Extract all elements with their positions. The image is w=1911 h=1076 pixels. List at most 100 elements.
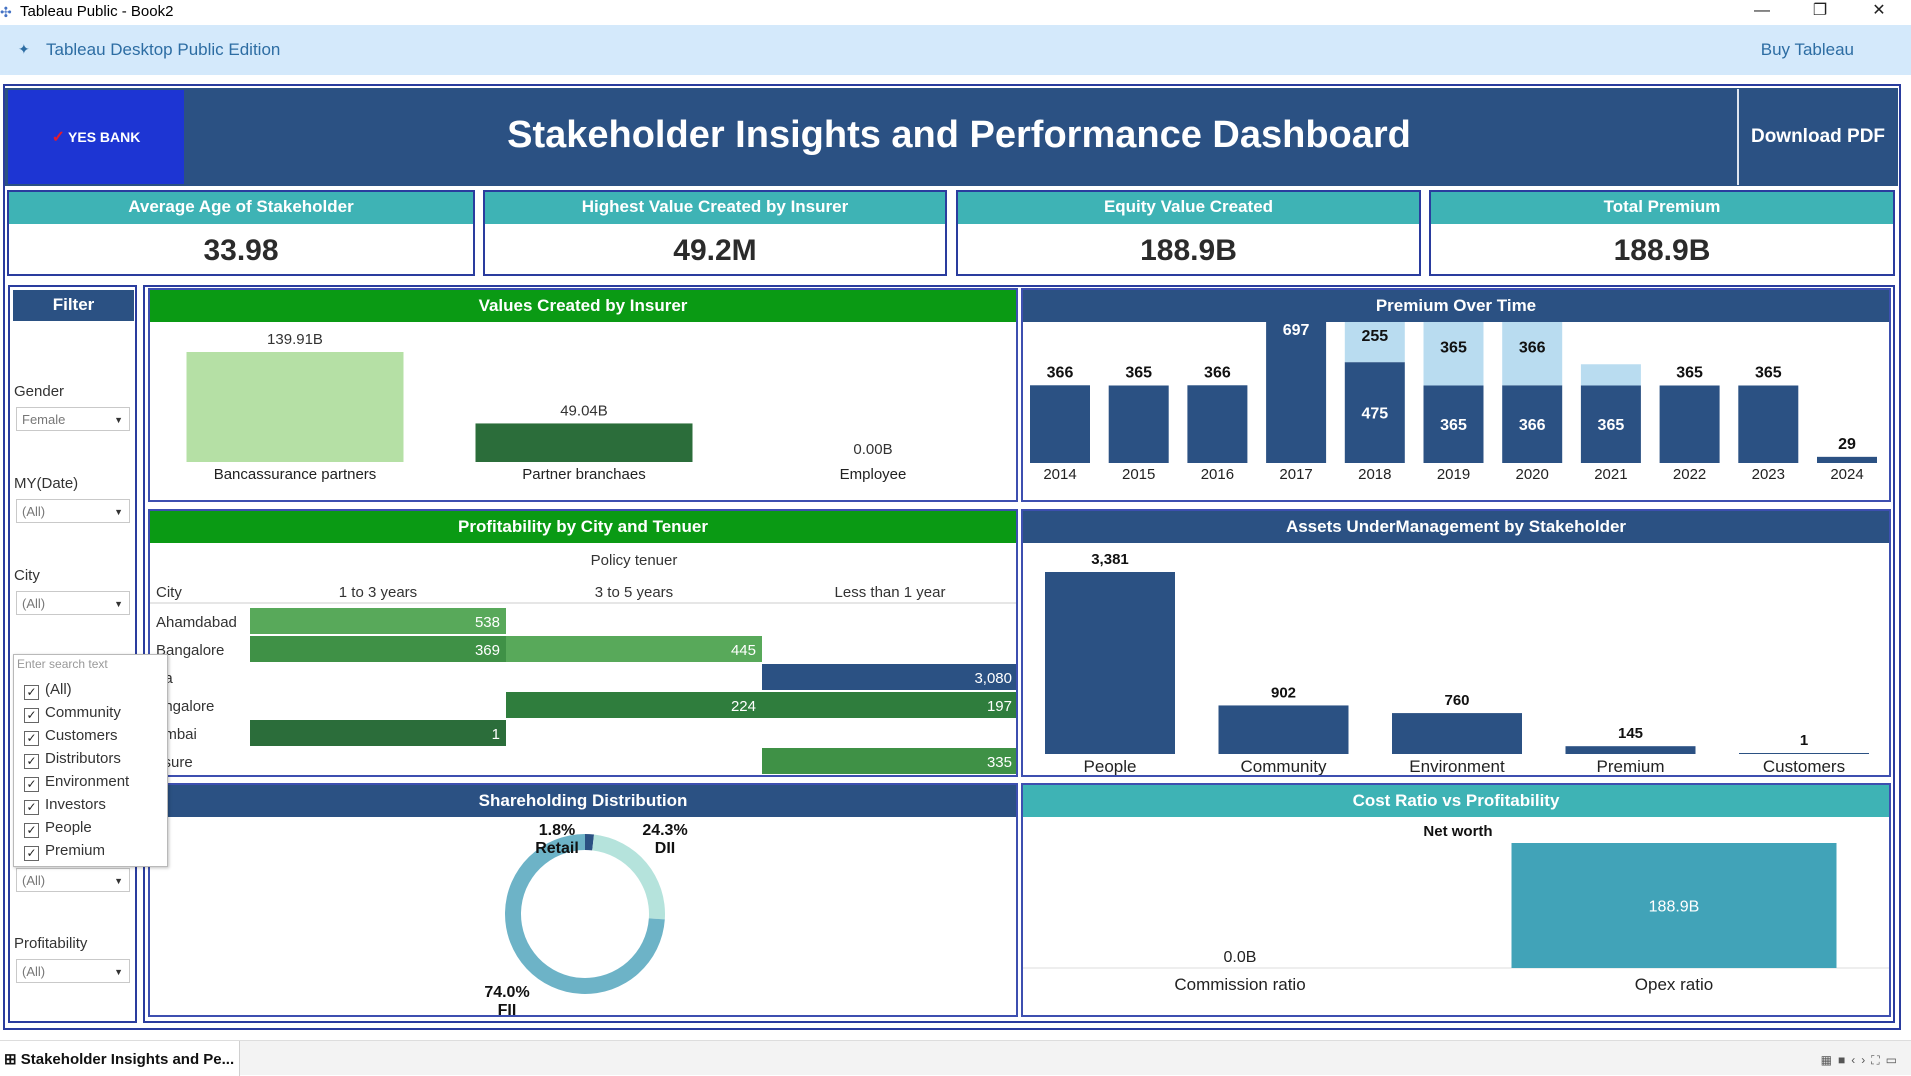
slice-name-label: DII <box>655 840 675 857</box>
dropdown-item[interactable]: ✓ Distributors <box>24 750 121 769</box>
category-label: Premium <box>1596 757 1664 775</box>
category-label: Opex ratio <box>1635 975 1713 994</box>
dropdown-item[interactable]: ✓ Environment <box>24 773 129 792</box>
dropdown-search-input[interactable]: Enter search text <box>17 657 108 671</box>
dropdown-item[interactable]: ✓ Investors <box>24 796 106 815</box>
premium-over-time-panel: Premium Over Time 366 2014 365 2015 366 2016 6… <box>1021 288 1891 502</box>
x-tick-label: 2023 <box>1752 466 1785 483</box>
bar <box>1266 315 1327 463</box>
x-tick-label: 2020 <box>1516 466 1549 483</box>
kpi-total-premium: Total Premium 188.9B <box>1429 190 1895 276</box>
checkbox-checked-icon: ✓ <box>24 777 39 792</box>
profitability-panel: Profitability by City and Tenuer Policy … <box>148 509 1018 777</box>
profitability-filter-label: Profitability <box>14 935 88 952</box>
bar <box>186 352 404 462</box>
dropdown-item[interactable]: ✓ People <box>24 819 92 838</box>
cell-value: 445 <box>731 642 756 659</box>
column-header: 3 to 5 years <box>595 584 673 601</box>
profitability-filter-select[interactable]: (All) ▼ <box>16 959 130 983</box>
category-label: Environment <box>1409 757 1505 775</box>
data-label: 365 <box>1440 340 1467 357</box>
heat-cell <box>762 692 1018 718</box>
cell-value: 197 <box>987 698 1012 715</box>
dropdown-item[interactable]: ✓ (All) <box>24 681 72 700</box>
slice-value-label: 1.8% <box>539 822 575 839</box>
data-label: 366 <box>1047 364 1074 381</box>
data-label: 0.0B <box>1224 949 1257 966</box>
data-label: 255 <box>1361 328 1388 345</box>
checkbox-checked-icon: ✓ <box>24 708 39 723</box>
city-label: Ahamdabad <box>156 614 237 631</box>
heat-cell <box>506 692 762 718</box>
gender-filter-select[interactable]: Female ▼ <box>16 407 130 431</box>
city-label: Bangalore <box>156 642 224 659</box>
column-group-title: Policy tenuer <box>591 552 678 569</box>
bar <box>1502 385 1563 463</box>
cost-ratio-chart: Net worth 0.0B Commission ratio 188.9B Opex … <box>1023 823 1889 994</box>
yes-bank-logo: ✓ YES BANK <box>8 90 184 184</box>
close-button[interactable]: ✕ <box>1872 2 1886 19</box>
stakeholder-filter-value: (All) <box>22 873 46 888</box>
edition-label: Tableau Desktop Public Edition <box>46 40 281 59</box>
bar <box>475 423 693 462</box>
bar <box>1580 385 1641 463</box>
gender-filter-label: Gender <box>14 383 65 400</box>
bar <box>1511 843 1837 968</box>
dashboard-header <box>5 88 1898 186</box>
column-header: Less than 1 year <box>835 584 946 601</box>
cell-value: 3,080 <box>974 670 1012 687</box>
kpi-average-age: Average Age of Stakeholder 33.98 <box>7 190 475 276</box>
heat-cell <box>506 636 762 662</box>
panel-title: Assets UnderManagement by Stakeholder <box>1023 511 1889 543</box>
x-tick-label: 2021 <box>1594 466 1627 483</box>
category-label: Employee <box>840 466 907 483</box>
city-filter-select[interactable]: (All) ▼ <box>16 591 130 615</box>
x-tick-label: 2022 <box>1673 466 1706 483</box>
checkbox-checked-icon: ✓ <box>24 846 39 861</box>
restore-button[interactable]: ❐ <box>1812 2 1828 19</box>
window-titlebar: ✣ Tableau Public - Book2 — ❐ ✕ <box>0 0 1911 25</box>
slice-name-label: FII <box>498 1002 517 1015</box>
minimize-button[interactable]: — <box>1754 2 1770 19</box>
stakeholder-filter-select[interactable]: (All) ▼ <box>16 868 130 892</box>
kpi-value: 188.9B <box>1140 234 1237 267</box>
date-filter-select[interactable]: (All) ▼ <box>16 499 130 523</box>
bar <box>1392 713 1522 754</box>
bar <box>1108 385 1169 463</box>
panel-title: Values Created by Insurer <box>150 290 1016 322</box>
x-tick-label: 2014 <box>1043 466 1076 483</box>
dropdown-item[interactable]: ✓ Community <box>24 704 121 723</box>
logo-text: YES BANK <box>68 129 141 145</box>
category-label: People <box>1084 757 1137 775</box>
profitability-table: Policy tenuer City 1 to 3 years 3 to 5 year… <box>150 552 1018 774</box>
buy-tableau-link[interactable]: Buy Tableau <box>1760 40 1854 59</box>
dropdown-item-label: Investors <box>45 796 106 813</box>
dropdown-item-label: Community <box>45 704 121 721</box>
checkbox-checked-icon: ✓ <box>24 685 39 700</box>
chart-subtitle: Net worth <box>1423 823 1492 840</box>
data-label: 0.00B <box>853 441 892 458</box>
column-header: 1 to 3 years <box>339 584 417 601</box>
slice-value-label: 24.3% <box>642 822 687 839</box>
date-filter-value: (All) <box>22 504 46 519</box>
sheet-tab-dashboard[interactable]: ⊞ Stakeholder Insights and Pe... <box>0 1041 240 1076</box>
kpi-label: Total Premium <box>1431 192 1893 224</box>
data-label: 1 <box>1800 732 1808 749</box>
download-pdf-button[interactable]: Download PDF <box>1737 89 1897 185</box>
x-tick-label: 2015 <box>1122 466 1155 483</box>
dropdown-item[interactable]: ✓ Premium <box>24 842 105 861</box>
sheet-tab-bar: ⊞ Stakeholder Insights and Pe... ▦■‹›⛶▭ <box>0 1040 1911 1076</box>
dropdown-item[interactable]: ✓ Customers <box>24 727 118 746</box>
chevron-down-icon: ▼ <box>114 967 123 977</box>
data-label: 139.91B <box>267 331 323 348</box>
panel-title: Shareholding Distribution <box>150 785 1016 817</box>
data-label: 3,381 <box>1091 551 1129 568</box>
premium-over-time-chart: 366 2014 365 2015 366 2016 697 2017 255 475 2018 36… <box>1030 307 1877 483</box>
view-nav-icons[interactable]: ▦■‹›⛶▭ <box>1820 1053 1903 1067</box>
bar <box>1659 385 1720 463</box>
shareholding-donut: 1.8%Retail 24.3%DII 74.0%FII <box>484 822 687 1019</box>
x-tick-label: 2019 <box>1437 466 1470 483</box>
data-label: 902 <box>1271 684 1296 701</box>
checkbox-checked-icon: ✓ <box>24 823 39 838</box>
slice-name-label: Retail <box>535 840 579 857</box>
